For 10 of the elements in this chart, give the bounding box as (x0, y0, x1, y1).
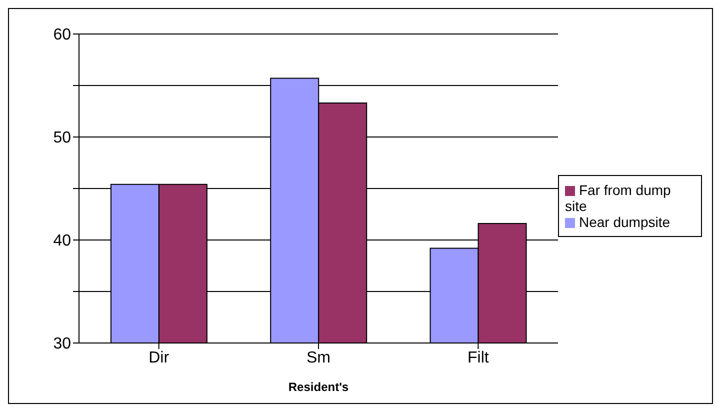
legend-label: Far from dump site (565, 182, 671, 214)
x-tick-label: Filt (468, 349, 490, 366)
x-tick-label: Dir (148, 349, 170, 366)
x-tick-label: Sm (306, 349, 330, 366)
y-tick-label: 30 (53, 336, 72, 353)
x-axis-title: Resident's (288, 380, 349, 394)
y-tick-label: 40 (53, 232, 72, 250)
y-tick-label: 50 (53, 130, 72, 147)
legend-label: Near dumpsite (579, 214, 670, 230)
y-tick-label: 60 (53, 26, 72, 44)
